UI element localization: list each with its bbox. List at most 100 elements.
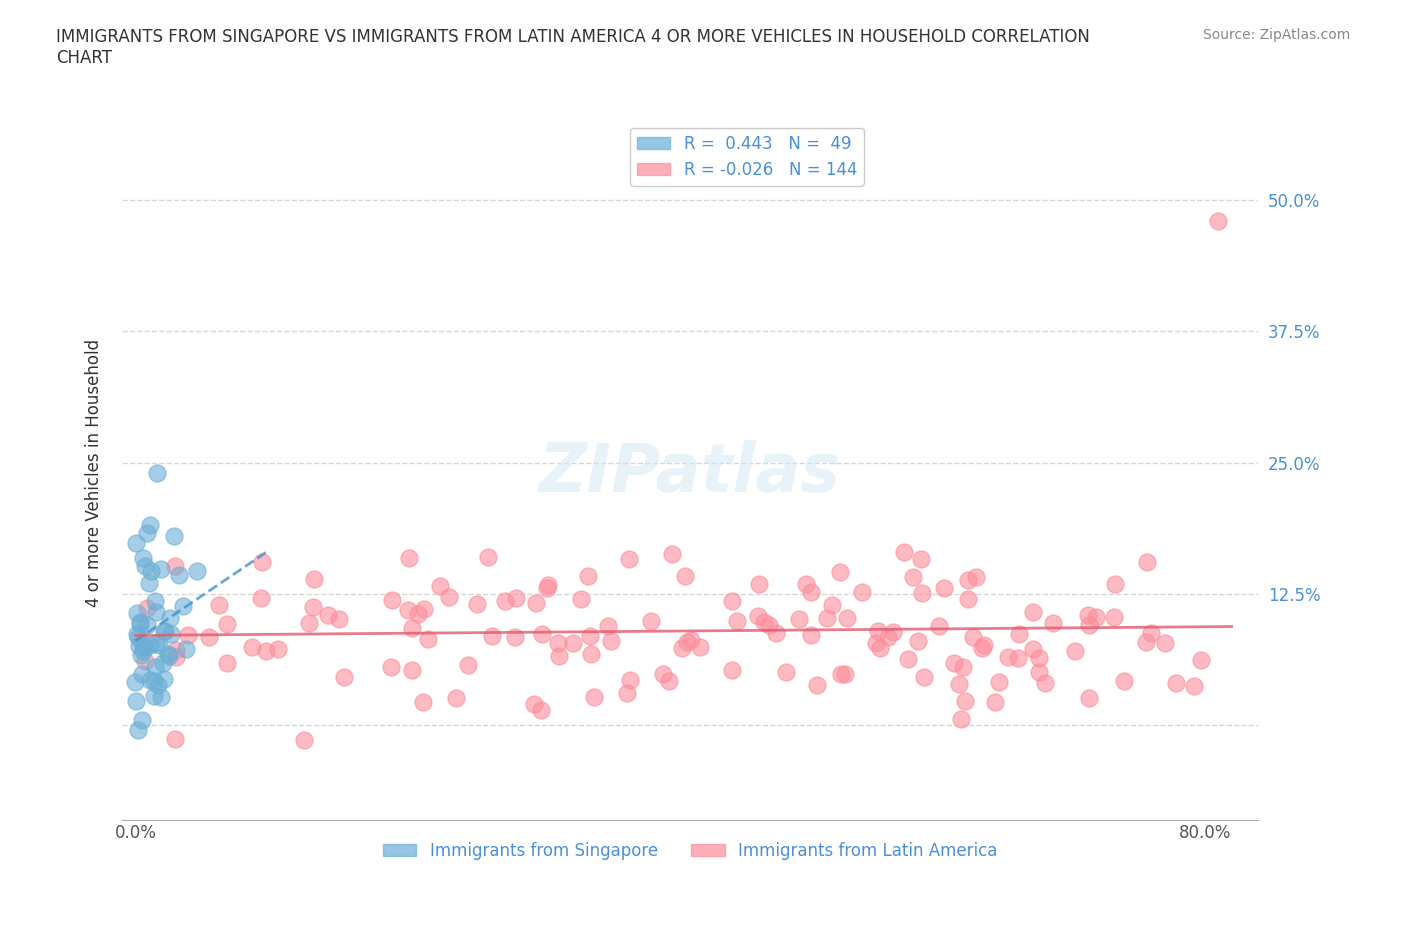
Point — [523, 697, 546, 711]
Point — [1033, 676, 1056, 691]
Point — [1077, 607, 1099, 622]
Point — [932, 580, 955, 595]
Point — [503, 630, 526, 644]
Point — [910, 551, 932, 566]
Point — [673, 568, 696, 583]
Point — [562, 635, 585, 650]
Point — [970, 641, 993, 656]
Point — [146, 466, 169, 481]
Point — [619, 673, 641, 688]
Point — [1135, 555, 1157, 570]
Point — [956, 572, 979, 587]
Point — [957, 591, 980, 606]
Point — [152, 656, 174, 671]
Point — [177, 628, 200, 643]
Point — [136, 525, 159, 540]
Point — [897, 652, 920, 667]
Text: Source: ZipAtlas.com: Source: ZipAtlas.com — [1202, 28, 1350, 42]
Point — [145, 635, 167, 650]
Point — [429, 578, 451, 593]
Point — [139, 518, 162, 533]
Point — [1114, 673, 1136, 688]
Point — [132, 551, 155, 565]
Point — [302, 571, 325, 586]
Point — [962, 630, 984, 644]
Point — [948, 676, 970, 691]
Point — [758, 618, 780, 632]
Point — [651, 667, 673, 682]
Point — [302, 600, 325, 615]
Point — [1164, 676, 1187, 691]
Point — [619, 551, 641, 566]
Point — [128, 615, 150, 630]
Point — [1022, 605, 1045, 620]
Point — [725, 614, 748, 629]
Point — [408, 607, 430, 622]
Y-axis label: 4 or more Vehicles in Household: 4 or more Vehicles in Household — [86, 339, 103, 607]
Point — [775, 665, 797, 680]
Point — [143, 593, 166, 608]
Point — [536, 581, 558, 596]
Point — [689, 639, 711, 654]
Point — [150, 689, 173, 704]
Point — [530, 703, 553, 718]
Point — [581, 646, 603, 661]
Point — [789, 611, 811, 626]
Point — [153, 671, 176, 686]
Point — [138, 575, 160, 590]
Point — [830, 667, 852, 682]
Point — [910, 585, 932, 600]
Point — [446, 690, 468, 705]
Point — [876, 630, 898, 644]
Point — [893, 545, 915, 560]
Point — [139, 638, 162, 653]
Point — [292, 732, 315, 747]
Point — [1084, 609, 1107, 624]
Point — [298, 615, 321, 630]
Point — [984, 695, 1007, 710]
Point — [1206, 214, 1229, 229]
Point — [800, 585, 823, 600]
Point — [1028, 665, 1050, 680]
Point — [1154, 635, 1177, 650]
Point — [679, 633, 702, 648]
Point — [149, 562, 172, 577]
Point — [165, 649, 187, 664]
Point — [481, 629, 503, 644]
Point — [316, 608, 339, 623]
Point — [333, 670, 356, 684]
Point — [949, 711, 972, 726]
Point — [148, 638, 170, 653]
Point — [806, 677, 828, 692]
Point — [437, 590, 460, 604]
Point — [569, 592, 592, 607]
Point — [658, 674, 681, 689]
Point — [1022, 642, 1045, 657]
Point — [1042, 616, 1064, 631]
Point — [547, 649, 569, 664]
Point — [987, 674, 1010, 689]
Point — [457, 658, 479, 672]
Point — [537, 578, 560, 593]
Point — [145, 605, 167, 620]
Point — [721, 593, 744, 608]
Point — [943, 656, 966, 671]
Point — [412, 695, 434, 710]
Point — [141, 564, 163, 578]
Point — [127, 627, 149, 642]
Point — [1078, 618, 1101, 633]
Point — [505, 591, 527, 605]
Point — [172, 599, 194, 614]
Point — [142, 688, 165, 703]
Point — [1008, 626, 1031, 641]
Point — [661, 546, 683, 561]
Point — [401, 662, 423, 677]
Point — [131, 667, 153, 682]
Point — [747, 609, 769, 624]
Point — [143, 659, 166, 674]
Point — [208, 598, 231, 613]
Point — [1028, 651, 1050, 666]
Point — [1064, 644, 1087, 658]
Point — [240, 639, 263, 654]
Point — [217, 617, 239, 631]
